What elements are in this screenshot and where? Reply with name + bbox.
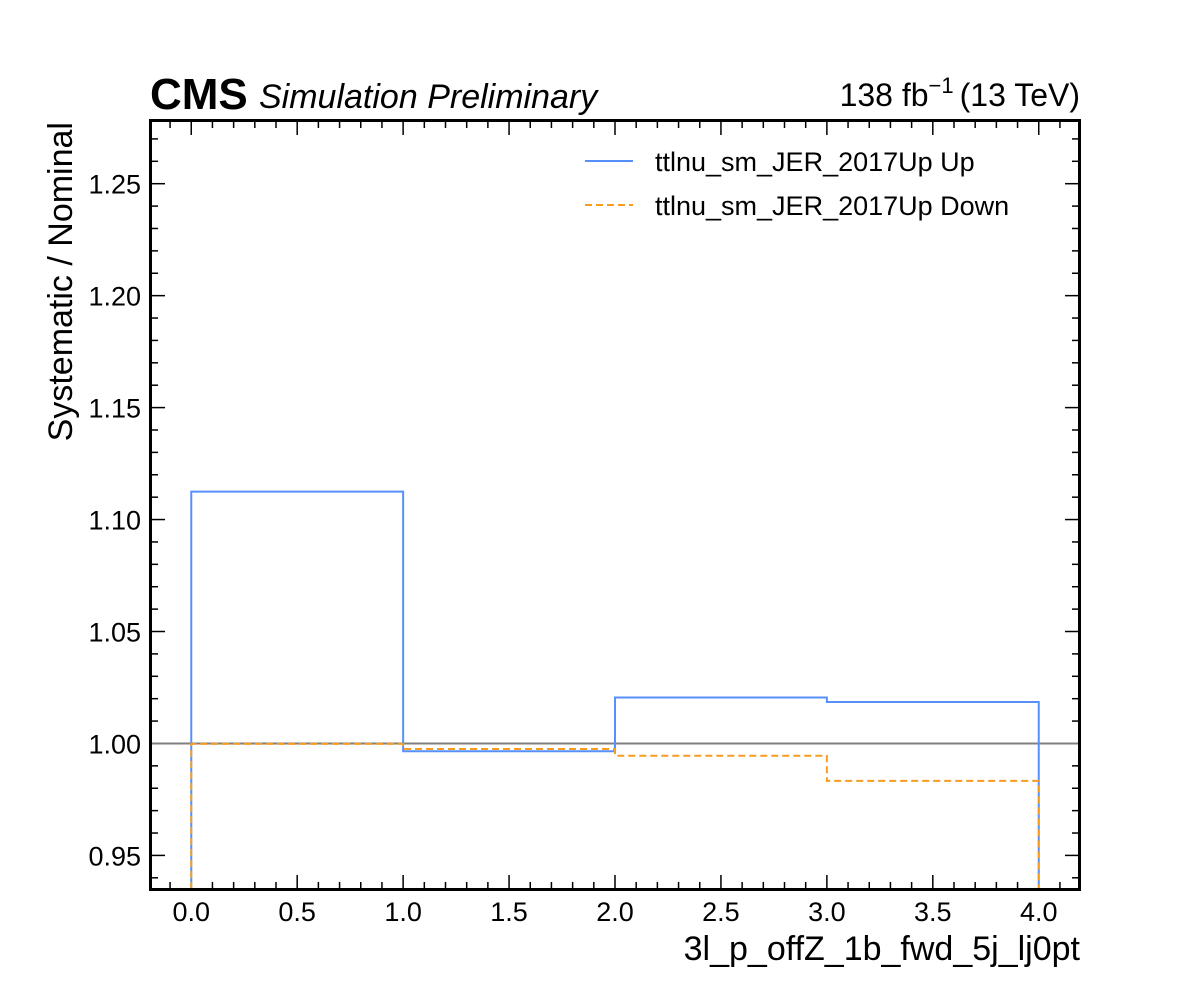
x-axis-title: 3l_p_offZ_1b_fwd_5j_lj0pt — [684, 930, 1081, 968]
y-tick-label: 1.10 — [88, 506, 141, 536]
energy-label: (13 TeV) — [960, 77, 1080, 113]
plot-frame — [149, 119, 1081, 891]
legend: ttlnu_sm_JER_2017Up Up ttlnu_sm_JER_2017U… — [585, 147, 1009, 221]
x-tick-label: 1.5 — [490, 897, 528, 927]
series-line-down — [190, 742, 1040, 889]
lumi-unit: fb — [902, 77, 929, 113]
x-tick-label: 3.5 — [914, 897, 952, 927]
lumi-label: 138 fb−1 (13 TeV) — [840, 73, 1080, 113]
x-tick-label: 2.5 — [702, 897, 740, 927]
x-tick-label: 3.0 — [808, 897, 846, 927]
lumi-exponent: −1 — [929, 73, 954, 98]
legend-label: ttlnu_sm_JER_2017Up Up — [655, 147, 975, 177]
y-tick-label: 1.05 — [88, 618, 141, 648]
y-tick-label: 1.00 — [88, 729, 141, 759]
x-tick-label: 2.0 — [596, 897, 634, 927]
axis-ticks — [151, 121, 1079, 889]
y-tick-label: 1.20 — [88, 282, 141, 312]
status-label: Simulation Preliminary — [259, 78, 599, 116]
legend-label: ttlnu_sm_JER_2017Up Down — [655, 191, 1009, 221]
series-line-up — [190, 490, 1040, 889]
x-tick-label: 1.0 — [384, 897, 422, 927]
experiment-label: CMS — [150, 70, 248, 119]
x-tick-label: 4.0 — [1020, 897, 1058, 927]
y-tick-label: 0.95 — [88, 841, 141, 871]
series-lines — [151, 490, 1079, 889]
tick-labels: 0.0 0.5 1.0 1.5 2.0 2.5 3.0 3.5 4.0 0.95 1.00 1.05 1… — [88, 170, 1057, 927]
y-tick-label: 1.25 — [88, 170, 141, 200]
lumi-value: 138 — [840, 77, 893, 113]
y-tick-label: 1.15 — [88, 394, 141, 424]
x-tick-label: 0.0 — [172, 897, 210, 927]
y-axis-title: Systematic / Nominal — [42, 122, 80, 441]
x-tick-label: 0.5 — [278, 897, 316, 927]
